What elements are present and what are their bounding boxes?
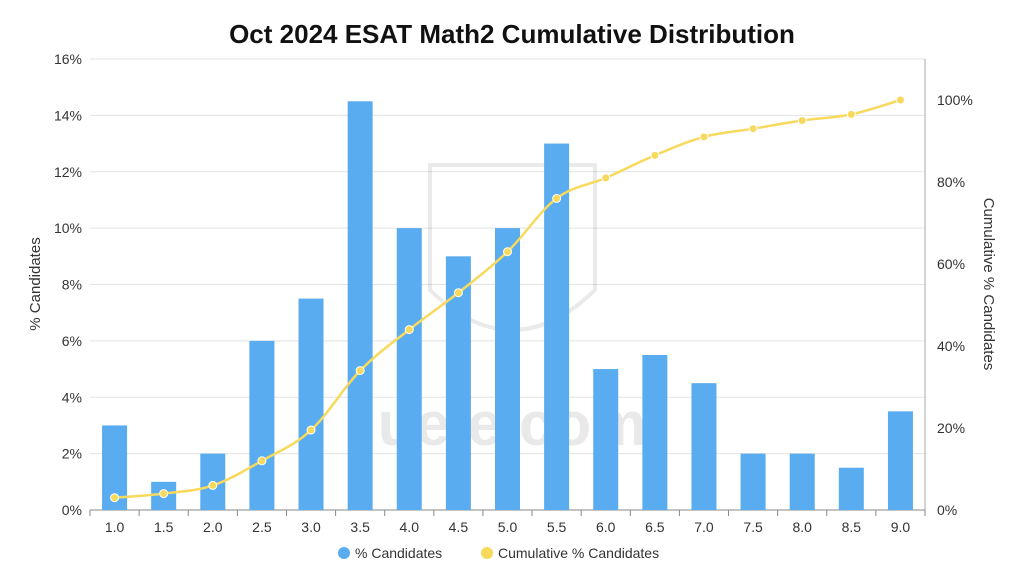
cumulative-point: [846, 109, 856, 119]
y-tick-label: 12%: [54, 164, 82, 180]
y-tick-label: 14%: [54, 107, 82, 123]
bar: [642, 354, 668, 510]
bar: [691, 383, 717, 510]
y2-tick-label: 40%: [937, 338, 965, 354]
cumulative-point: [110, 493, 120, 503]
y-tick-label: 0%: [62, 502, 82, 518]
legend-marker-bars: [338, 547, 350, 559]
y-tick-label: 6%: [62, 333, 82, 349]
x-tick-label: 3.5: [350, 519, 370, 535]
cumulative-point: [503, 247, 512, 257]
cumulative-point: [699, 132, 709, 142]
x-tick-label: 1.5: [154, 519, 174, 535]
cumulative-point: [552, 193, 562, 203]
x-tick-label: 8.0: [792, 519, 812, 535]
cumulative-point: [453, 288, 463, 298]
y-axis-label: % Candidates: [27, 237, 44, 330]
y2-tick-label: 80%: [937, 174, 965, 190]
legend: % Candidates Cumulative % Candidates: [338, 545, 659, 561]
x-tick-label: 7.5: [743, 519, 763, 535]
x-tick-label: 6.5: [645, 519, 665, 535]
x-tick-label: 5.0: [498, 519, 518, 535]
x-tick-label: 5.5: [547, 519, 567, 535]
bar: [298, 298, 324, 510]
cumulative-point: [306, 425, 316, 435]
y2-tick-label: 20%: [937, 420, 965, 436]
bar: [838, 467, 864, 510]
cumulative-point: [748, 124, 758, 134]
x-tick-label: 8.5: [842, 519, 862, 535]
x-tick-label: 2.0: [203, 519, 223, 535]
cumulative-point: [650, 150, 660, 160]
cumulative-point: [257, 456, 267, 466]
y-tick-label: 4%: [62, 389, 82, 405]
y-tick-label: 16%: [54, 51, 82, 67]
bar: [740, 453, 766, 510]
legend-label-line[interactable]: Cumulative % Candidates: [498, 545, 659, 561]
x-tick-label: 2.5: [252, 519, 272, 535]
bar: [789, 453, 815, 510]
cumulative-point: [208, 480, 218, 490]
bar: [593, 369, 619, 510]
x-tick-label: 6.0: [596, 519, 616, 535]
bar: [347, 101, 373, 510]
legend-label-bars[interactable]: % Candidates: [355, 545, 442, 561]
cumulative-point: [355, 366, 365, 376]
y2-axis-label: Cumulative % Candidates: [980, 198, 997, 371]
x-tick-label: 4.0: [400, 519, 420, 535]
x-tick-label: 3.0: [301, 519, 321, 535]
bar: [887, 411, 913, 510]
y-tick-label: 10%: [54, 220, 82, 236]
cumulative-point: [159, 489, 169, 499]
cumulative-line: [110, 95, 905, 503]
bars: [102, 101, 913, 510]
axes: 0% 2% 4% 6% 8% 10% 12% 14% 16% 0% 20% 40% 60% 80% 100%…: [54, 51, 973, 535]
x-tick-label: 4.5: [449, 519, 469, 535]
y2-tick-label: 60%: [937, 256, 965, 272]
y-tick-label: 2%: [62, 446, 82, 462]
legend-marker-line: [481, 547, 493, 559]
x-tick-label: 1.0: [105, 519, 125, 535]
x-tick-label: 7.0: [694, 519, 714, 535]
cumulative-point: [797, 116, 807, 125]
chart-title: Oct 2024 ESAT Math2 Cumulative Distribut…: [229, 19, 795, 49]
cumulative-point: [601, 173, 611, 183]
cumulative-point: [895, 95, 905, 105]
y2-tick-label: 0%: [937, 502, 957, 518]
bar: [396, 228, 422, 510]
cumulative-point: [404, 325, 414, 335]
x-tick-label: 9.0: [891, 519, 911, 535]
y-tick-label: 8%: [62, 277, 82, 293]
bar: [249, 340, 275, 510]
bar: [495, 228, 520, 510]
y2-tick-label: 100%: [937, 92, 973, 108]
